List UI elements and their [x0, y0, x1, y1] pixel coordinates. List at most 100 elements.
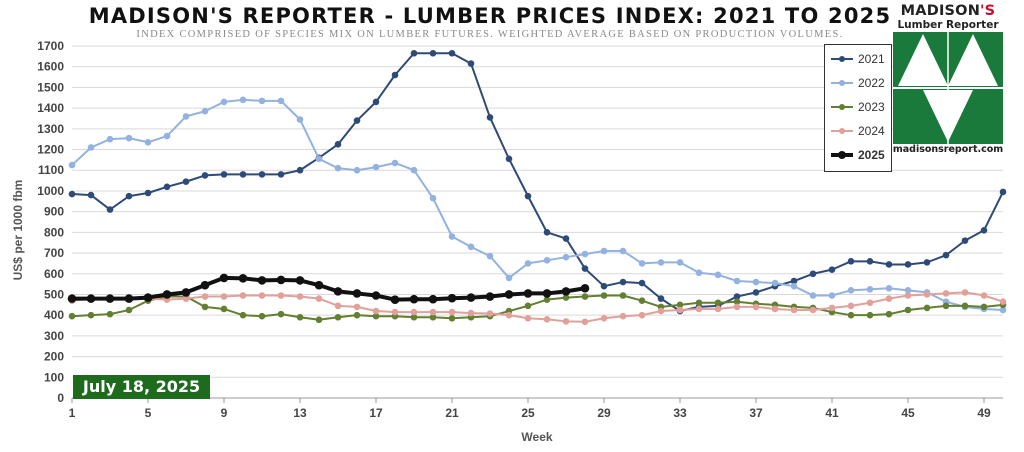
- data-point-2025: [295, 276, 305, 285]
- data-point-2024: [771, 305, 779, 313]
- data-point-2023: [258, 312, 266, 320]
- data-point-2021: [448, 49, 456, 57]
- data-point-2024: [220, 293, 228, 300]
- data-point-2025: [371, 291, 381, 300]
- data-point-2024: [904, 292, 912, 299]
- data-point-2025: [181, 288, 191, 297]
- data-point-2024: [714, 305, 722, 313]
- logo-subname: Lumber Reporter: [897, 19, 999, 31]
- data-point-2021: [733, 293, 741, 300]
- data-point-2023: [68, 312, 76, 320]
- data-point-2022: [163, 132, 171, 140]
- data-point-2022: [277, 97, 285, 105]
- x-tick-label: 1: [69, 406, 76, 420]
- y-tick-label: 300: [44, 329, 64, 343]
- data-point-2023: [600, 292, 608, 299]
- data-point-2021: [980, 226, 988, 234]
- data-point-2021: [543, 229, 551, 236]
- data-point-2025: [504, 290, 514, 299]
- data-point-2023: [904, 306, 912, 314]
- data-point-2021: [847, 258, 855, 265]
- data-point-2025: [542, 289, 552, 298]
- data-point-2024: [448, 308, 456, 316]
- report-date-badge: July 18, 2025: [73, 375, 210, 399]
- data-point-2021: [410, 49, 418, 57]
- data-point-2021: [790, 277, 798, 285]
- data-point-2024: [828, 304, 836, 312]
- data-point-2022: [315, 155, 323, 163]
- data-point-2025: [333, 287, 343, 296]
- data-point-2022: [619, 247, 627, 255]
- data-point-2024: [752, 303, 760, 311]
- data-point-2024: [315, 295, 323, 302]
- data-point-2021: [201, 172, 209, 179]
- data-point-2021: [752, 289, 760, 296]
- data-point-2024: [999, 298, 1007, 306]
- data-point-2023: [980, 303, 988, 311]
- data-point-2025: [409, 294, 419, 304]
- y-tick-label: 500: [44, 287, 64, 301]
- data-point-2021: [182, 178, 190, 185]
- logo-url: madisonsreport.com: [892, 144, 1004, 155]
- data-point-2025: [276, 275, 286, 285]
- data-point-2022: [657, 259, 665, 266]
- data-point-2022: [258, 97, 266, 105]
- data-point-2021: [106, 206, 114, 213]
- data-point-2021: [923, 259, 931, 266]
- data-point-2025: [143, 293, 153, 302]
- logo-name: MADISON'S: [900, 3, 996, 19]
- data-point-2024: [467, 309, 475, 317]
- x-tick-label: 29: [597, 406, 611, 420]
- data-point-2021: [163, 183, 171, 191]
- data-point-2023: [695, 299, 703, 307]
- legend: 2021 2022 2023 2024 2025: [824, 44, 892, 172]
- y-tick-label: 100: [44, 370, 64, 384]
- data-point-2023: [315, 316, 323, 324]
- data-point-2024: [866, 299, 874, 307]
- data-point-2021: [467, 60, 475, 67]
- data-point-2023: [714, 299, 722, 307]
- series-line-2025: [72, 275, 586, 302]
- data-point-2021: [239, 171, 247, 178]
- data-point-2021: [258, 171, 266, 178]
- x-tick-label: 49: [977, 406, 991, 420]
- data-point-2025: [466, 293, 476, 302]
- data-point-2022: [353, 166, 361, 174]
- legend-marker-2022: [839, 80, 845, 86]
- data-point-2023: [524, 302, 532, 310]
- data-point-2021: [562, 235, 570, 242]
- y-tick-label: 1600: [37, 60, 64, 74]
- data-point-2024: [258, 292, 266, 299]
- data-point-2024: [201, 293, 209, 300]
- y-tick-label: 400: [44, 308, 64, 322]
- data-point-2025: [124, 294, 134, 303]
- data-point-2021: [220, 171, 228, 178]
- data-point-2022: [448, 233, 456, 240]
- data-point-2021: [638, 279, 646, 287]
- data-point-2025: [352, 289, 362, 298]
- data-point-2025: [257, 276, 267, 285]
- data-point-2024: [847, 302, 855, 310]
- data-point-2024: [923, 291, 931, 298]
- data-point-2023: [942, 302, 950, 310]
- data-point-2023: [429, 313, 437, 321]
- data-point-2022: [733, 277, 741, 285]
- data-point-2025: [447, 293, 457, 303]
- data-point-2023: [296, 313, 304, 321]
- data-point-2021: [600, 282, 608, 290]
- data-point-2021: [809, 270, 817, 278]
- data-point-2022: [429, 194, 437, 202]
- data-point-2022: [410, 166, 418, 174]
- legend-label-2024: 2024: [858, 124, 885, 138]
- data-point-2025: [105, 294, 115, 303]
- data-point-2021: [144, 189, 152, 197]
- chart-subtitle: INDEX COMPRISED OF SPECIES MIX ON LUMBER…: [136, 29, 844, 40]
- data-point-2023: [923, 304, 931, 312]
- y-tick-label: 200: [44, 350, 64, 364]
- data-point-2022: [543, 257, 551, 264]
- data-point-2022: [562, 253, 570, 261]
- data-point-2023: [220, 305, 228, 313]
- data-point-2024: [638, 311, 646, 319]
- x-tick-label: 41: [825, 406, 839, 420]
- data-point-2023: [866, 311, 874, 319]
